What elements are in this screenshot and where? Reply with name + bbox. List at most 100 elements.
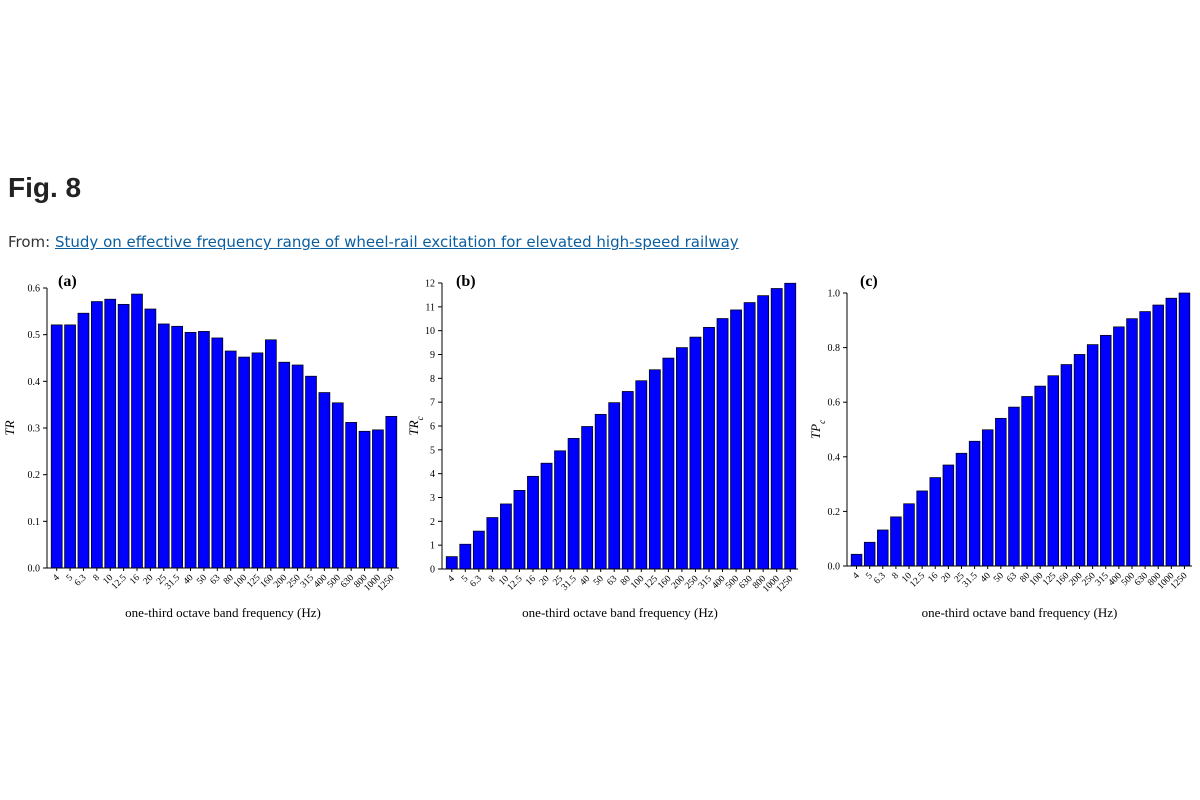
y-tick-label: 4 bbox=[430, 469, 435, 480]
bar-63 bbox=[211, 337, 224, 569]
x-tick-label: 4 bbox=[446, 574, 457, 585]
bar-6.3 bbox=[472, 530, 485, 570]
bar-25 bbox=[554, 450, 566, 570]
bar-315 bbox=[1100, 334, 1112, 567]
bar-20 bbox=[144, 308, 157, 569]
bar-31.5 bbox=[171, 325, 183, 569]
bar-800 bbox=[358, 430, 371, 569]
bar-10 bbox=[903, 503, 915, 567]
bar-1000 bbox=[372, 429, 384, 569]
figure-title: Fig. 8 bbox=[8, 172, 82, 203]
bar-40 bbox=[184, 331, 197, 569]
bar-250 bbox=[689, 336, 702, 570]
y-axis-title: TRc bbox=[406, 416, 425, 435]
x-axis-title: one-third octave band frequency (Hz) bbox=[125, 605, 321, 620]
bar-25 bbox=[157, 323, 170, 569]
bar-80 bbox=[621, 391, 634, 570]
y-tick-label: 11 bbox=[425, 302, 435, 313]
y-tick-label: 0.4 bbox=[828, 452, 841, 463]
bar-160 bbox=[662, 357, 675, 570]
bar-63 bbox=[608, 402, 621, 570]
x-tick-label: 6.3 bbox=[872, 571, 888, 587]
bar-12.5 bbox=[916, 490, 928, 567]
x-tick-label: 63 bbox=[209, 573, 223, 587]
bar-1250 bbox=[1178, 292, 1191, 567]
bar-100 bbox=[635, 380, 648, 570]
bar-40 bbox=[581, 426, 594, 570]
bar-10 bbox=[104, 298, 117, 569]
x-tick-label: 5 bbox=[864, 571, 875, 582]
bar-31.5 bbox=[567, 438, 580, 570]
bar-40 bbox=[981, 429, 994, 567]
bar-8 bbox=[486, 517, 499, 570]
x-tick-label: 16 bbox=[524, 574, 538, 588]
x-tick-label: 20 bbox=[538, 574, 552, 588]
y-tick-label: 8 bbox=[430, 374, 435, 385]
x-tick-label: 1250 bbox=[376, 573, 397, 594]
bar-12.5 bbox=[513, 490, 526, 570]
x-tick-label: 4 bbox=[851, 571, 862, 582]
bar-4 bbox=[850, 553, 863, 567]
y-tick-label: 0.6 bbox=[28, 284, 41, 295]
y-tick-label: 2 bbox=[430, 517, 435, 528]
y-tick-label: 1 bbox=[430, 541, 435, 552]
bar-50 bbox=[995, 417, 1007, 567]
bar-100 bbox=[1034, 385, 1046, 567]
bar-80 bbox=[224, 350, 237, 569]
bar-5 bbox=[459, 543, 472, 570]
x-tick-label: 40 bbox=[578, 574, 592, 588]
bar-16 bbox=[131, 293, 143, 569]
x-tick-label: 12.5 bbox=[506, 574, 525, 593]
bar-1000 bbox=[1165, 297, 1178, 567]
bar-630 bbox=[345, 422, 357, 569]
bar-200 bbox=[278, 361, 291, 569]
bar-630 bbox=[743, 302, 756, 570]
bar-500 bbox=[730, 309, 742, 570]
bar-6.3 bbox=[877, 529, 889, 567]
bar-1250 bbox=[385, 415, 398, 569]
y-tick-label: 0 bbox=[430, 565, 435, 576]
bar-16 bbox=[527, 475, 539, 570]
x-tick-label: 4 bbox=[51, 573, 62, 584]
bar-50 bbox=[594, 413, 607, 570]
bar-500 bbox=[331, 402, 344, 569]
article-link[interactable]: Study on effective frequency range of wh… bbox=[55, 233, 739, 251]
y-tick-label: 3 bbox=[430, 493, 435, 504]
bar-25 bbox=[955, 452, 968, 567]
bar-400 bbox=[1113, 326, 1125, 567]
x-tick-label: 8 bbox=[92, 573, 103, 584]
bar-6.3 bbox=[77, 312, 90, 569]
y-axis-title: TPc bbox=[808, 420, 827, 439]
bar-16 bbox=[929, 477, 941, 567]
bar-200 bbox=[676, 347, 688, 570]
bar-1000 bbox=[770, 288, 783, 570]
panel-label: (c) bbox=[860, 273, 878, 290]
x-tick-label: 1250 bbox=[775, 574, 796, 595]
x-tick-label: 31.5 bbox=[961, 571, 980, 590]
y-tick-label: 0.3 bbox=[28, 424, 41, 435]
chart-panel-b: 0 1 2 3 4 5 6 7 8 9 10 11 12 4 5 6.3 8 10 12.5 16 20 25 31.5 40… bbox=[400, 266, 800, 626]
y-tick-label: 0.1 bbox=[28, 517, 41, 528]
x-tick-label: 6.3 bbox=[73, 573, 89, 589]
x-tick-label: 5 bbox=[460, 574, 471, 585]
bar-800 bbox=[1152, 304, 1164, 567]
bar-800 bbox=[757, 295, 770, 570]
x-tick-label: 31.5 bbox=[560, 574, 579, 593]
y-tick-label: 0.4 bbox=[28, 377, 41, 388]
y-tick-label: 0.5 bbox=[28, 330, 41, 341]
bar-400 bbox=[318, 392, 331, 569]
chart-panel-a: 0.0 0.1 0.2 0.3 0.4 0.5 0.6 4 5 6.3 8 10 12.5 16 20 25 3… bbox=[0, 266, 400, 626]
x-tick-label: 8 bbox=[891, 571, 902, 582]
bar-125 bbox=[251, 352, 264, 569]
bar-160 bbox=[1060, 364, 1073, 567]
bar-10 bbox=[500, 503, 512, 570]
y-tick-label: 0.0 bbox=[828, 562, 841, 573]
chart-panel-c: 0.0 0.2 0.4 0.6 0.8 1.0 4 5 6.3 8 10 12.5 16 20 25 31.5… bbox=[800, 266, 1200, 626]
y-tick-label: 0.2 bbox=[28, 470, 41, 481]
y-tick-label: 10 bbox=[425, 326, 435, 337]
bar-4 bbox=[445, 556, 458, 570]
bar-500 bbox=[1126, 318, 1138, 567]
y-tick-label: 0.6 bbox=[828, 398, 841, 409]
